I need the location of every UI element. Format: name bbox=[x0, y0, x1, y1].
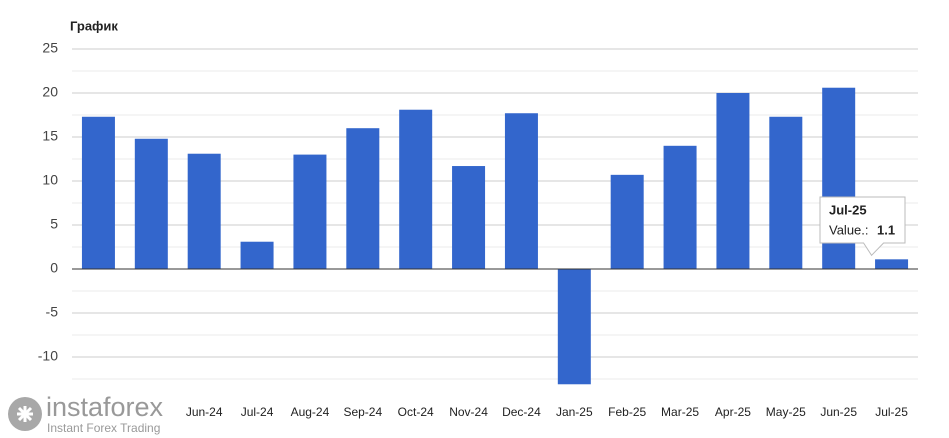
bar bbox=[346, 128, 380, 269]
bar bbox=[875, 259, 909, 269]
chart-title: График bbox=[70, 18, 118, 33]
tooltip: Jul-25 Value.: 1.1 bbox=[819, 196, 906, 257]
x-tick-label: Jun-24 bbox=[186, 405, 223, 419]
y-tick-label: 5 bbox=[50, 216, 58, 232]
tooltip-value: 1.1 bbox=[877, 222, 895, 237]
y-tick-label: 10 bbox=[42, 172, 58, 188]
bar bbox=[716, 93, 750, 269]
bar bbox=[399, 109, 433, 269]
x-tick-label: Sep-24 bbox=[343, 405, 382, 419]
bar bbox=[293, 154, 327, 269]
tagline: Instant Forex Trading bbox=[47, 421, 160, 435]
x-tick-label: Jun-25 bbox=[820, 405, 857, 419]
bar bbox=[452, 166, 486, 269]
y-tick-label: -10 bbox=[38, 348, 58, 364]
x-tick-label: Jul-24 bbox=[241, 405, 274, 419]
tooltip-title: Jul-25 bbox=[829, 202, 867, 217]
x-tick-label: Oct-24 bbox=[398, 405, 434, 419]
y-tick-label: 15 bbox=[42, 128, 58, 144]
bar bbox=[663, 145, 697, 269]
x-tick-label: Aug-24 bbox=[291, 405, 330, 419]
bar bbox=[134, 138, 168, 269]
y-tick-label: -5 bbox=[46, 304, 59, 320]
bar bbox=[557, 269, 591, 385]
x-tick-label: Jul-25 bbox=[875, 405, 908, 419]
x-tick-label: Jan-25 bbox=[556, 405, 593, 419]
x-tick-label: Nov-24 bbox=[449, 405, 488, 419]
bar bbox=[610, 174, 644, 269]
bar bbox=[769, 116, 803, 269]
tooltip-label: Value.: bbox=[829, 222, 869, 237]
bar bbox=[81, 116, 115, 269]
x-tick-label: Apr-25 bbox=[715, 405, 751, 419]
tooltip-box bbox=[819, 196, 906, 257]
bar bbox=[187, 153, 221, 269]
logo-mark bbox=[17, 406, 33, 422]
x-tick-label: Mar-25 bbox=[661, 405, 699, 419]
y-tick-label: 25 bbox=[42, 40, 58, 56]
brand: instaforex bbox=[46, 392, 164, 422]
y-tick-label: 0 bbox=[50, 260, 58, 276]
y-tick-label: 20 bbox=[42, 84, 58, 100]
x-tick-label: Dec-24 bbox=[502, 405, 541, 419]
x-tick-label: May-25 bbox=[766, 405, 806, 419]
x-tick-label: Feb-25 bbox=[608, 405, 646, 419]
bar bbox=[504, 113, 538, 270]
bar bbox=[240, 241, 274, 269]
